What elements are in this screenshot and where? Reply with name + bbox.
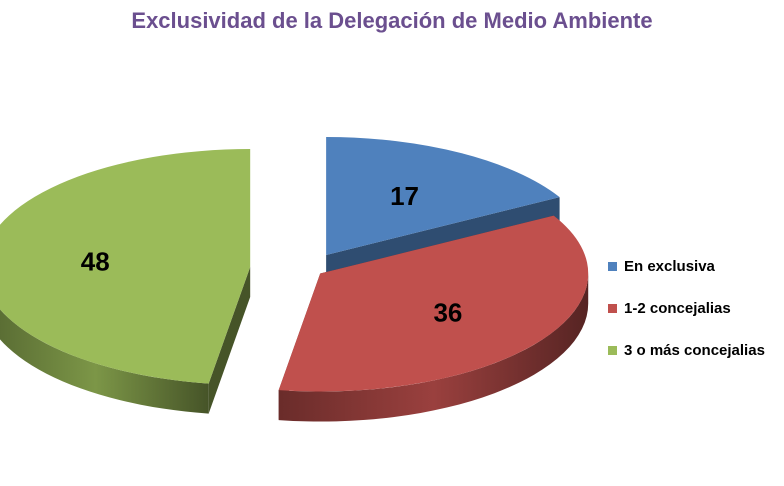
legend-label: 1-2 concejalias — [624, 299, 731, 317]
data-label-0: 17 — [390, 181, 419, 211]
legend-swatch — [608, 303, 617, 313]
legend-item-en-exclusiva: En exclusiva — [608, 256, 765, 276]
legend-item-1-2-concejalias: 1-2 concejalias — [608, 298, 765, 318]
slice-side-wall — [208, 267, 251, 414]
slice-top-face — [0, 149, 251, 384]
legend-label: 3 o más concejalias — [624, 341, 765, 359]
legend: En exclusiva 1-2 concejalias 3 o más con… — [608, 256, 765, 382]
data-label-2: 48 — [81, 247, 110, 277]
legend-label: En exclusiva — [624, 257, 715, 275]
slice-outer-wall — [0, 309, 209, 414]
slice-outer-wall — [278, 273, 589, 422]
chart-title: Exclusividad de la Delegación de Medio A… — [131, 8, 653, 33]
slice-2: 48 — [0, 149, 251, 414]
slice-top-face — [326, 137, 560, 256]
data-label-1: 36 — [433, 298, 462, 328]
slice-top-face — [278, 215, 589, 392]
legend-item-3-o-mas-concejalias: 3 o más concejalias — [608, 340, 765, 360]
slice-1: 36 — [278, 215, 589, 422]
legend-swatch — [608, 261, 617, 271]
legend-swatch — [608, 345, 617, 355]
